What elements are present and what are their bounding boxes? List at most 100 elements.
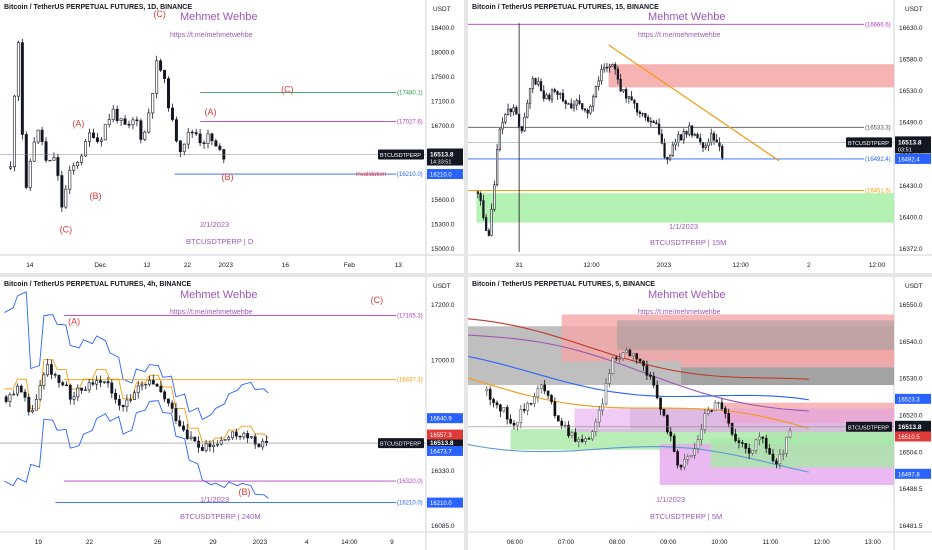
candle-body bbox=[194, 132, 198, 135]
candle-body bbox=[12, 95, 16, 168]
level-tag-box bbox=[427, 497, 463, 508]
y-tick-label: 16085.0 bbox=[431, 523, 455, 530]
candle-body bbox=[741, 442, 744, 444]
x-tick-label: Feb bbox=[344, 262, 356, 269]
candle-body bbox=[781, 452, 785, 455]
y-tick-label: 16580.0 bbox=[899, 57, 923, 64]
candle-body bbox=[102, 381, 106, 383]
candle-body bbox=[48, 159, 52, 162]
candle-body bbox=[591, 431, 594, 440]
candle-body bbox=[52, 157, 56, 161]
candle-body bbox=[611, 357, 615, 375]
candle-body bbox=[534, 78, 537, 85]
candle-body bbox=[193, 436, 197, 442]
candle-body bbox=[604, 383, 608, 405]
candle-body bbox=[559, 93, 562, 96]
candle-body bbox=[707, 142, 710, 147]
candle-body bbox=[539, 384, 543, 389]
x-tick-label: Dec bbox=[94, 262, 106, 269]
candle-body bbox=[520, 126, 523, 132]
brand-link[interactable]: https://t.me/mehmetwehbe bbox=[638, 309, 721, 316]
indicator-tag: 16557.3 bbox=[430, 433, 452, 439]
candle-body bbox=[490, 209, 493, 236]
candle-body bbox=[666, 157, 669, 160]
candle-body bbox=[614, 64, 617, 70]
candle-body bbox=[231, 431, 234, 439]
candle-body bbox=[123, 118, 127, 125]
candle-body bbox=[136, 385, 140, 394]
candle-body bbox=[659, 397, 662, 410]
watermark-symbol: BTCUSDTPERP | 240M bbox=[180, 512, 261, 521]
candle-body bbox=[174, 408, 178, 422]
brand-link[interactable]: https://t.me/mehmetwehbe bbox=[170, 309, 253, 316]
candle-body bbox=[628, 349, 632, 357]
candle-body bbox=[641, 113, 644, 115]
candle-body bbox=[234, 431, 238, 437]
candle-body bbox=[696, 133, 699, 139]
candle-body bbox=[65, 384, 68, 387]
chart-canvas-1d[interactable]: 18400.018000.017500.017100.016700.016300… bbox=[0, 0, 464, 273]
level-tag: 16492.4 bbox=[898, 157, 920, 163]
candle-body bbox=[129, 399, 133, 401]
candle-body bbox=[713, 402, 717, 411]
x-tick-label: 2 bbox=[807, 262, 811, 269]
bollinger-lower bbox=[4, 400, 269, 499]
x-tick-label: 12:00 bbox=[869, 262, 886, 269]
x-tick-label: 2023 bbox=[657, 262, 672, 269]
candle-body bbox=[151, 380, 155, 385]
y-tick-label: 16488.5 bbox=[899, 486, 923, 493]
candle-body bbox=[83, 389, 87, 391]
chart-panel-5m: 16550.0 16540.0 16530.0 16520.0 16504.0 16488… bbox=[468, 277, 932, 550]
chart-canvas-4h[interactable]: 17200.017000.016800.016330.016085.019222… bbox=[0, 277, 464, 550]
candle-body bbox=[4, 396, 8, 402]
x-tick-label: 12:00 bbox=[583, 262, 600, 269]
candle-body bbox=[242, 433, 246, 438]
price-tag-value: 16513.8 bbox=[430, 151, 454, 158]
candle-body bbox=[60, 175, 64, 208]
candle-body bbox=[575, 100, 578, 106]
candle-body bbox=[533, 396, 536, 404]
candle-body bbox=[144, 383, 148, 386]
x-tick-label: 08:00 bbox=[609, 539, 626, 546]
indicator-tag-box bbox=[427, 413, 463, 424]
wave-label: (C) bbox=[281, 84, 294, 94]
candle-body bbox=[622, 89, 625, 92]
indicator-tag: 16510.5 bbox=[898, 435, 920, 441]
candle-body bbox=[686, 456, 690, 460]
chart-canvas-5m[interactable]: 16550.0 16540.0 16530.0 16520.0 16504.0 16488… bbox=[468, 277, 932, 550]
wave-label: (A) bbox=[72, 118, 84, 128]
currency-label: USDT bbox=[905, 283, 923, 290]
brand-link[interactable]: https://t.me/mehmetwehbe bbox=[638, 32, 721, 39]
candle-body bbox=[27, 396, 31, 413]
y-tick-label: 16430.0 bbox=[899, 183, 923, 190]
candle-body bbox=[265, 440, 268, 443]
candle-body bbox=[223, 439, 227, 441]
candle-body bbox=[53, 374, 57, 376]
candle-body bbox=[601, 403, 604, 411]
candle-body bbox=[655, 384, 659, 399]
x-tick-label: 4 bbox=[305, 539, 309, 546]
candle-body bbox=[727, 413, 731, 424]
level-label: (16210.0) bbox=[397, 172, 423, 178]
candle-body bbox=[186, 131, 190, 145]
candle-body bbox=[693, 133, 696, 136]
y-tick-label: 16372.0 bbox=[899, 246, 923, 253]
y-tick-label: 16520.0 bbox=[899, 413, 923, 420]
x-tick-label: 09:00 bbox=[660, 539, 677, 546]
moving-average-line bbox=[468, 377, 809, 429]
brand-link[interactable]: https://t.me/mehmetwehbe bbox=[170, 32, 253, 39]
candle-body bbox=[99, 380, 102, 383]
symbol-tag-box bbox=[378, 149, 424, 160]
candle-body bbox=[523, 116, 526, 132]
candle-body bbox=[16, 42, 20, 97]
candle-body bbox=[663, 142, 666, 158]
candle-body bbox=[608, 373, 611, 384]
x-tick-label: 31 bbox=[516, 262, 524, 269]
candle-body bbox=[216, 443, 219, 446]
chart-canvas-15m[interactable]: 16630.016580.016530.016490.016460.016430… bbox=[468, 0, 932, 273]
candle-body bbox=[114, 392, 117, 400]
x-tick-label: 06:00 bbox=[507, 539, 524, 546]
candle-body bbox=[652, 120, 655, 124]
candle-body bbox=[586, 109, 589, 114]
candle-body bbox=[76, 161, 80, 167]
